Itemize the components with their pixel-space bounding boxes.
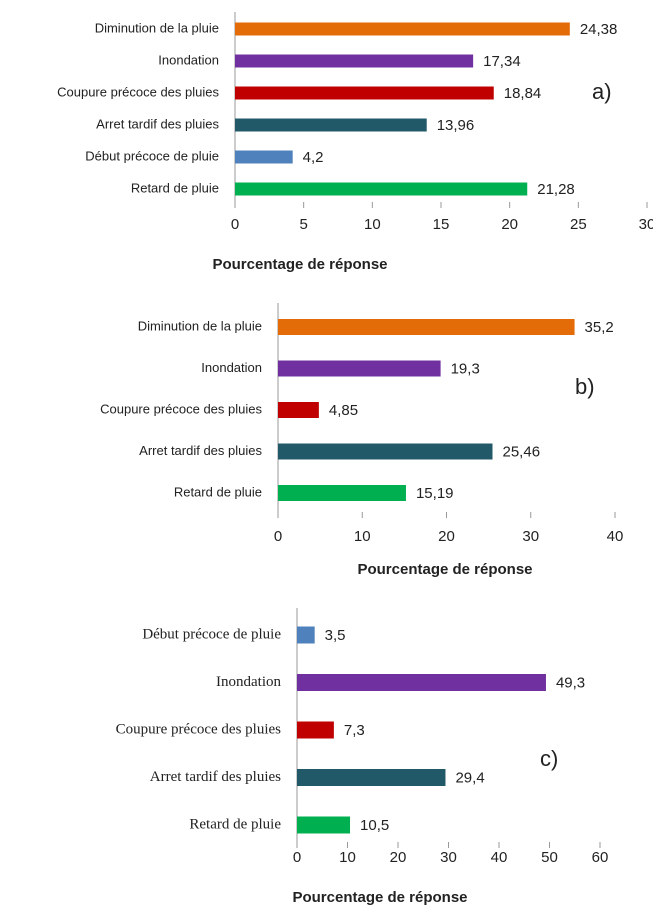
x-axis-label: Pourcentage de réponse [292, 889, 467, 906]
category-label: Inondation [201, 360, 262, 375]
annotation: a) [592, 79, 612, 104]
x-tick-label: 25 [570, 216, 587, 233]
category-label: Diminution de la pluie [138, 318, 262, 333]
x-tick-label: 30 [522, 528, 539, 545]
category-label: Arret tardif des pluies [96, 116, 219, 131]
category-label: Arret tardif des pluies [139, 443, 262, 458]
annotation: b) [575, 374, 595, 399]
x-tick-label: 40 [491, 849, 508, 866]
annotation: c) [540, 746, 558, 771]
bar [278, 485, 406, 501]
category-label: Diminution de la pluie [95, 20, 219, 35]
bar [278, 319, 575, 335]
bar [278, 443, 493, 460]
value-label: 17,34 [483, 53, 521, 70]
x-tick-label: 20 [501, 216, 518, 233]
value-label: 7,3 [344, 722, 365, 739]
category-label: Coupure précoce des pluies [116, 721, 282, 737]
x-tick-label: 0 [274, 528, 282, 545]
bar [297, 626, 315, 644]
category-label: Début précoce de pluie [85, 148, 219, 163]
bar [297, 721, 334, 739]
value-label: 3,5 [325, 627, 346, 644]
category-label: Inondation [158, 52, 219, 67]
category-label: Retard de pluie [131, 180, 219, 195]
value-label: 19,3 [451, 360, 480, 377]
x-tick-label: 40 [607, 528, 624, 545]
bar [297, 769, 446, 786]
value-label: 10,5 [360, 817, 389, 834]
value-label: 29,4 [455, 769, 484, 786]
category-label: Début précoce de pluie [142, 626, 281, 642]
x-tick-label: 20 [438, 528, 455, 545]
value-label: 13,96 [437, 117, 475, 134]
value-label: 4,85 [329, 402, 358, 419]
x-tick-label: 0 [231, 216, 239, 233]
value-label: 25,46 [503, 443, 541, 460]
value-label: 15,19 [416, 485, 454, 502]
bar [235, 182, 528, 196]
bar [297, 816, 351, 834]
value-label: 35,2 [585, 319, 614, 336]
value-label: 24,38 [580, 21, 618, 38]
bar [278, 360, 441, 377]
bar [278, 402, 319, 418]
value-label: 18,84 [504, 85, 542, 102]
x-tick-label: 10 [339, 849, 356, 866]
category-label: Inondation [216, 674, 281, 690]
x-tick-label: 10 [364, 216, 381, 233]
x-tick-label: 30 [440, 849, 457, 866]
category-label: Retard de pluie [189, 816, 281, 832]
x-tick-label: 60 [592, 849, 609, 866]
value-label: 21,28 [537, 181, 575, 198]
bar [235, 150, 293, 164]
x-tick-label: 20 [390, 849, 407, 866]
x-tick-label: 15 [433, 216, 450, 233]
x-tick-label: 0 [293, 849, 301, 866]
category-label: Coupure précoce des pluies [57, 84, 219, 99]
category-label: Arret tardif des pluies [150, 769, 281, 785]
x-axis-label: Pourcentage de réponse [357, 561, 532, 578]
value-label: 49,3 [556, 674, 585, 691]
x-axis-label: Pourcentage de réponse [212, 256, 387, 273]
category-label: Retard de pluie [174, 484, 262, 499]
x-tick-label: 30 [639, 216, 653, 233]
x-tick-label: 10 [354, 528, 371, 545]
x-tick-label: 50 [541, 849, 558, 866]
bar [235, 118, 427, 132]
value-label: 4,2 [303, 149, 324, 166]
bar [235, 86, 494, 100]
bar [235, 22, 570, 36]
bar [235, 54, 474, 68]
bar [297, 674, 546, 691]
x-tick-label: 5 [299, 216, 307, 233]
category-label: Coupure précoce des pluies [100, 401, 262, 416]
